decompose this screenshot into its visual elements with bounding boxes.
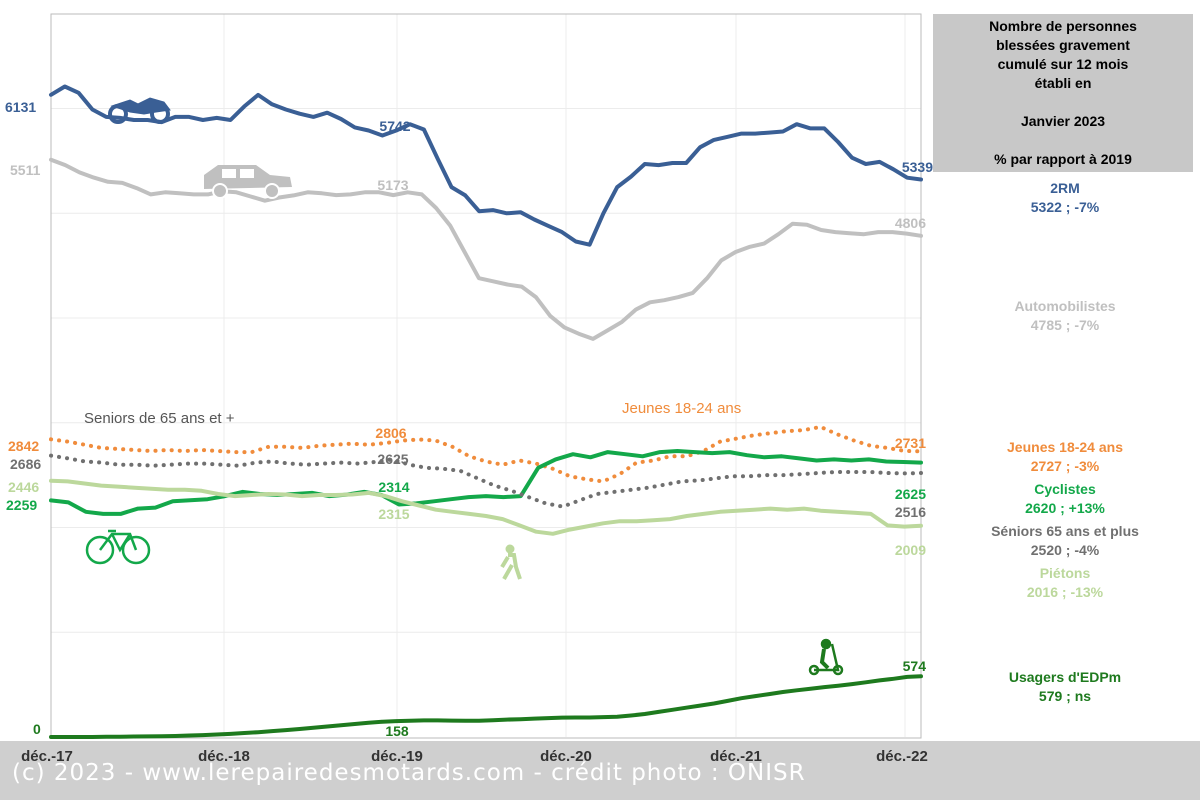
title-line: établi en [1034, 75, 1092, 91]
data-label: 5173 [377, 177, 408, 193]
series-line-2rm [49, 84, 923, 247]
x-tick-label: déc.-17 [21, 748, 73, 765]
series-annotation: Jeunes 18-24 ans [622, 400, 741, 417]
legend-name: Séniors 65 ans et plus [991, 523, 1139, 539]
car-icon [204, 165, 292, 199]
legend-value: 2620 ; +13% [1025, 500, 1105, 516]
data-label: 2314 [378, 479, 409, 495]
x-tick-label: déc.-19 [371, 748, 423, 765]
data-label: 2516 [895, 504, 926, 520]
footer-bar [0, 741, 1200, 800]
legend-name: Automobilistes [1014, 298, 1116, 314]
data-label: 2686 [10, 456, 41, 472]
legend-entry-cyclistes: Cyclistes 2620 ; +13% [940, 480, 1190, 518]
data-label: 574 [903, 658, 927, 674]
credit-text: (c) 2023 - www.lerepairedesmotards.com -… [12, 760, 806, 786]
legend-entry-2rm: 2RM 5322 ; -7% [940, 179, 1190, 217]
data-label: 2446 [8, 479, 39, 495]
value-labels: 6131 5742 5339 5511 5173 4806 2842 2806 2731 2686… [5, 99, 933, 739]
chart-title: Nombre de personnes blessées gravement cum… [989, 17, 1137, 169]
data-label: 2009 [895, 542, 926, 558]
data-label: 0 [33, 721, 41, 737]
legend-name: Jeunes 18-24 ans [1007, 439, 1123, 455]
plot-frame [50, 13, 922, 739]
legend-entry-jeunes-18-24-ans: Jeunes 18-24 ans 2727 ; -3% [940, 438, 1190, 476]
legend-entry-usagers-d-edpm: Usagers d'EDPm 579 ; ns [940, 668, 1190, 706]
data-label: 2806 [375, 425, 406, 441]
motorcycle-icon [108, 97, 171, 124]
bicycle-icon [85, 529, 151, 565]
legend-name: Cyclistes [1034, 481, 1096, 497]
data-label: 2625 [895, 486, 926, 502]
title-line: % par rapport à 2019 [994, 151, 1132, 167]
title-line: Nombre de personnes [989, 18, 1137, 34]
legend-value: 2520 ; -4% [1030, 542, 1100, 558]
data-label: 6131 [5, 99, 36, 115]
data-label: 2625 [377, 451, 408, 467]
title-line: Janvier 2023 [1020, 113, 1106, 129]
legend-value: 4785 ; -7% [1030, 317, 1100, 333]
series-line-seniors-65-ans-et-plus [49, 453, 923, 509]
pedestrian-icon [500, 544, 522, 580]
legend-name: Usagers d'EDPm [1008, 669, 1122, 685]
series-line-pietons [49, 478, 923, 536]
legend-entry-pietons: Piétons 2016 ; -13% [940, 564, 1190, 602]
data-label: 2731 [895, 435, 926, 451]
legend-entry-automobilistes: Automobilistes 4785 ; -7% [940, 297, 1190, 335]
x-tick-label: déc.-21 [710, 748, 762, 765]
chart-grid [50, 14, 921, 737]
series-annotation: Seniors de 65 ans et + [84, 410, 235, 427]
data-label: 5339 [902, 159, 933, 175]
legend-value: 579 ; ns [1038, 688, 1092, 704]
title-line [989, 131, 1137, 150]
legend-entry-seniors-65-ans-et-plus: Séniors 65 ans et plus 2520 ; -4% [940, 522, 1190, 560]
data-label: 2315 [378, 506, 409, 522]
series-line-automobilistes [49, 157, 923, 341]
legend-name: 2RM [1050, 180, 1080, 196]
data-label: 2259 [6, 497, 37, 513]
x-tick-label: déc.-22 [876, 748, 928, 765]
x-tick-label: déc.-20 [540, 748, 592, 765]
data-label: 4806 [895, 215, 926, 231]
series-line-cyclistes [49, 449, 923, 516]
data-label: 158 [385, 723, 409, 739]
legend-value: 2016 ; -13% [1026, 584, 1104, 600]
data-label: 5742 [379, 118, 410, 134]
title-line: cumulé sur 12 mois [997, 56, 1129, 72]
chart-title-box: Nombre de personnes blessées gravement cum… [933, 14, 1193, 172]
series-line-jeunes-18-24-ans [49, 424, 923, 484]
data-label: 2842 [8, 438, 39, 454]
title-line: blessées gravement [996, 37, 1130, 53]
annotations: Seniors de 65 ans et + Jeunes 18-24 ans [84, 400, 741, 427]
scooter-icon [808, 638, 844, 676]
series-line-usagers-d-edpm [49, 674, 923, 739]
title-line [989, 93, 1137, 112]
legend-value: 5322 ; -7% [1030, 199, 1100, 215]
legend-value: 2727 ; -3% [1030, 458, 1100, 474]
x-tick-label: déc.-18 [198, 748, 250, 765]
data-label: 5511 [10, 162, 41, 178]
series-lines [49, 84, 923, 739]
legend-name: Piétons [1039, 565, 1091, 581]
